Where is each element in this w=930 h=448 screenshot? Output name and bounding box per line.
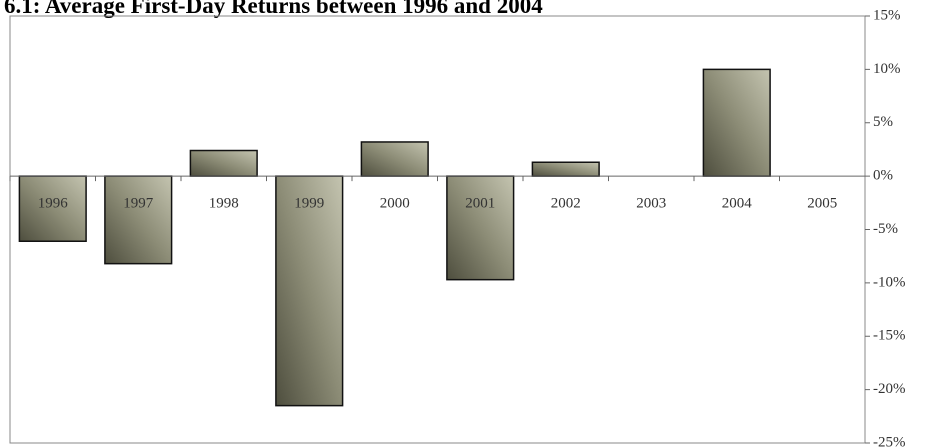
bar — [702, 68, 771, 177]
bar — [275, 175, 344, 407]
bar — [189, 149, 258, 177]
x-tick-label: 2005 — [807, 196, 837, 212]
x-tick-label: 2003 — [636, 196, 666, 212]
y-tick-label: -25% — [873, 434, 906, 448]
y-tick-label: -15% — [873, 328, 906, 344]
y-tick-label: 5% — [873, 114, 893, 130]
bar — [531, 161, 600, 177]
x-tick-label: 1996 — [38, 196, 69, 212]
bar — [446, 175, 515, 281]
y-tick-label: -5% — [873, 221, 898, 237]
x-tick-label: 2004 — [722, 196, 753, 212]
bar — [18, 175, 87, 242]
y-tick-label: -10% — [873, 274, 906, 290]
bar — [104, 175, 173, 265]
y-tick-label: -20% — [873, 381, 906, 397]
y-tick-label: 15% — [873, 7, 901, 23]
y-tick-label: 0% — [873, 168, 893, 184]
x-tick-label: 1999 — [294, 196, 324, 212]
x-tick-label: 1997 — [123, 196, 154, 212]
x-tick-label: 1998 — [209, 196, 239, 212]
x-tick-label: 2000 — [380, 196, 410, 212]
x-tick-label: 2001 — [465, 196, 495, 212]
bar — [360, 141, 429, 177]
y-tick-label: 10% — [873, 61, 901, 77]
x-tick-label: 2002 — [551, 196, 581, 212]
chart-title: 6.1: Average First-Day Returns between 1… — [4, 0, 543, 18]
